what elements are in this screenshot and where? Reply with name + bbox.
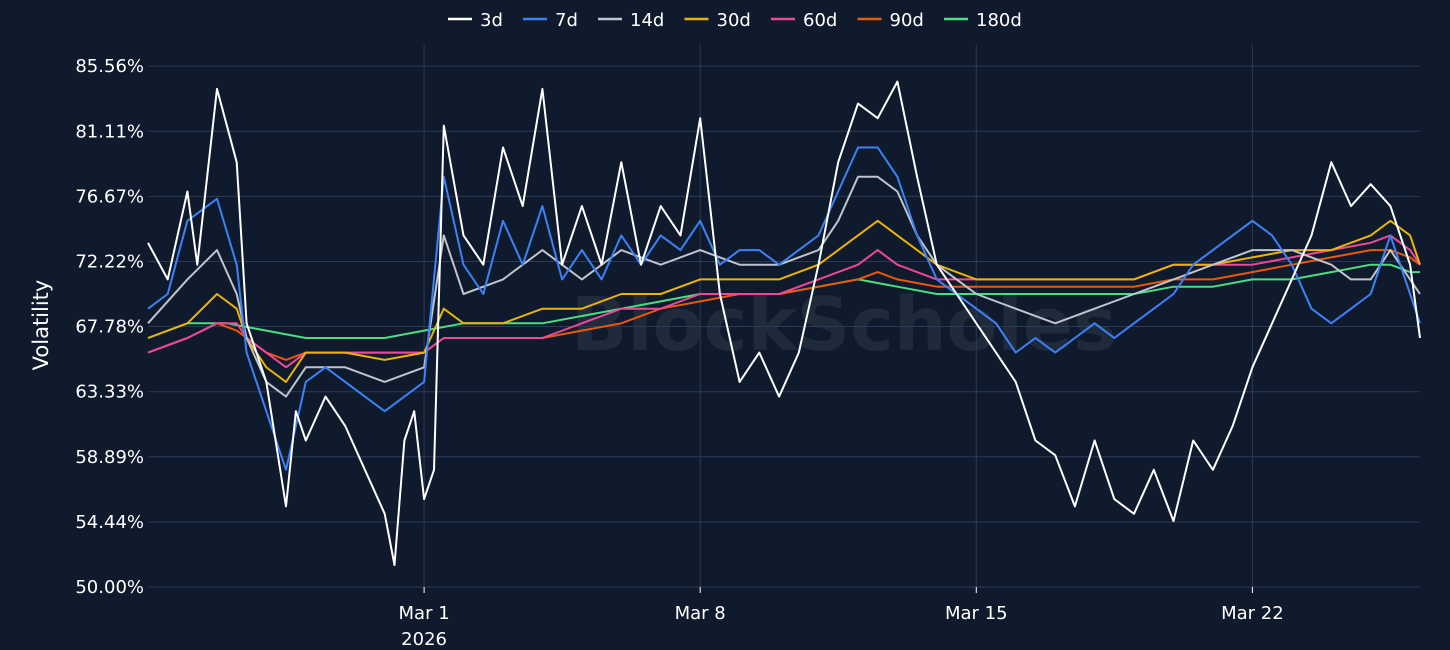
legend-label: 60d (803, 10, 837, 31)
y-tick-label: 72.22% (75, 252, 144, 273)
y-tick-label: 58.89% (75, 447, 144, 468)
legend: 3d 7d 14d 30d 60d 90d 180d (448, 10, 1022, 31)
legend-label: 7d (555, 10, 578, 31)
legend-label: 90d (890, 10, 924, 31)
legend-label: 14d (630, 10, 664, 31)
legend-item-180d[interactable]: 180d (944, 10, 1022, 31)
x-tick-label: Mar 22 (1221, 603, 1284, 624)
x-tick-label: Mar 1 (399, 603, 450, 624)
legend-item-30d[interactable]: 30d (684, 10, 751, 31)
x-axis: Mar 1 2026 Mar 8 Mar 15 Mar 22 (399, 587, 1284, 650)
y-axis: 50.00% 54.44% 58.89% 63.33% 67.78% 72.22% 76.6… (75, 56, 144, 598)
legend-label: 3d (480, 10, 503, 31)
y-tick-label: 81.11% (75, 121, 144, 142)
watermark: BlockScholes (571, 282, 1117, 368)
y-tick-label: 50.00% (75, 577, 144, 598)
legend-item-7d[interactable]: 7d (523, 10, 578, 31)
y-tick-label: 54.44% (75, 512, 144, 533)
legend-label: 180d (976, 10, 1022, 31)
y-tick-label: 63.33% (75, 382, 144, 403)
series-line-7d (147, 146, 1421, 471)
legend-label: 30d (717, 10, 751, 31)
legend-item-90d[interactable]: 90d (857, 10, 924, 31)
x-tick-label: Mar 15 (945, 603, 1008, 624)
legend-item-14d[interactable]: 14d (598, 10, 664, 31)
series-line-30d (147, 219, 1421, 383)
y-tick-label: 67.78% (75, 317, 144, 338)
y-axis-title: Volatility (29, 280, 53, 371)
x-tick-sublabel: 2026 (401, 629, 447, 650)
x-tick-label: Mar 8 (675, 603, 726, 624)
legend-item-60d[interactable]: 60d (771, 10, 837, 31)
series-lines (147, 80, 1421, 566)
y-tick-label: 85.56% (75, 56, 144, 77)
y-tick-label: 76.67% (75, 186, 144, 207)
series-line-3d (147, 80, 1421, 566)
series-line-60d (147, 234, 1421, 369)
legend-item-3d[interactable]: 3d (448, 10, 503, 31)
series-line-14d (147, 175, 1421, 398)
